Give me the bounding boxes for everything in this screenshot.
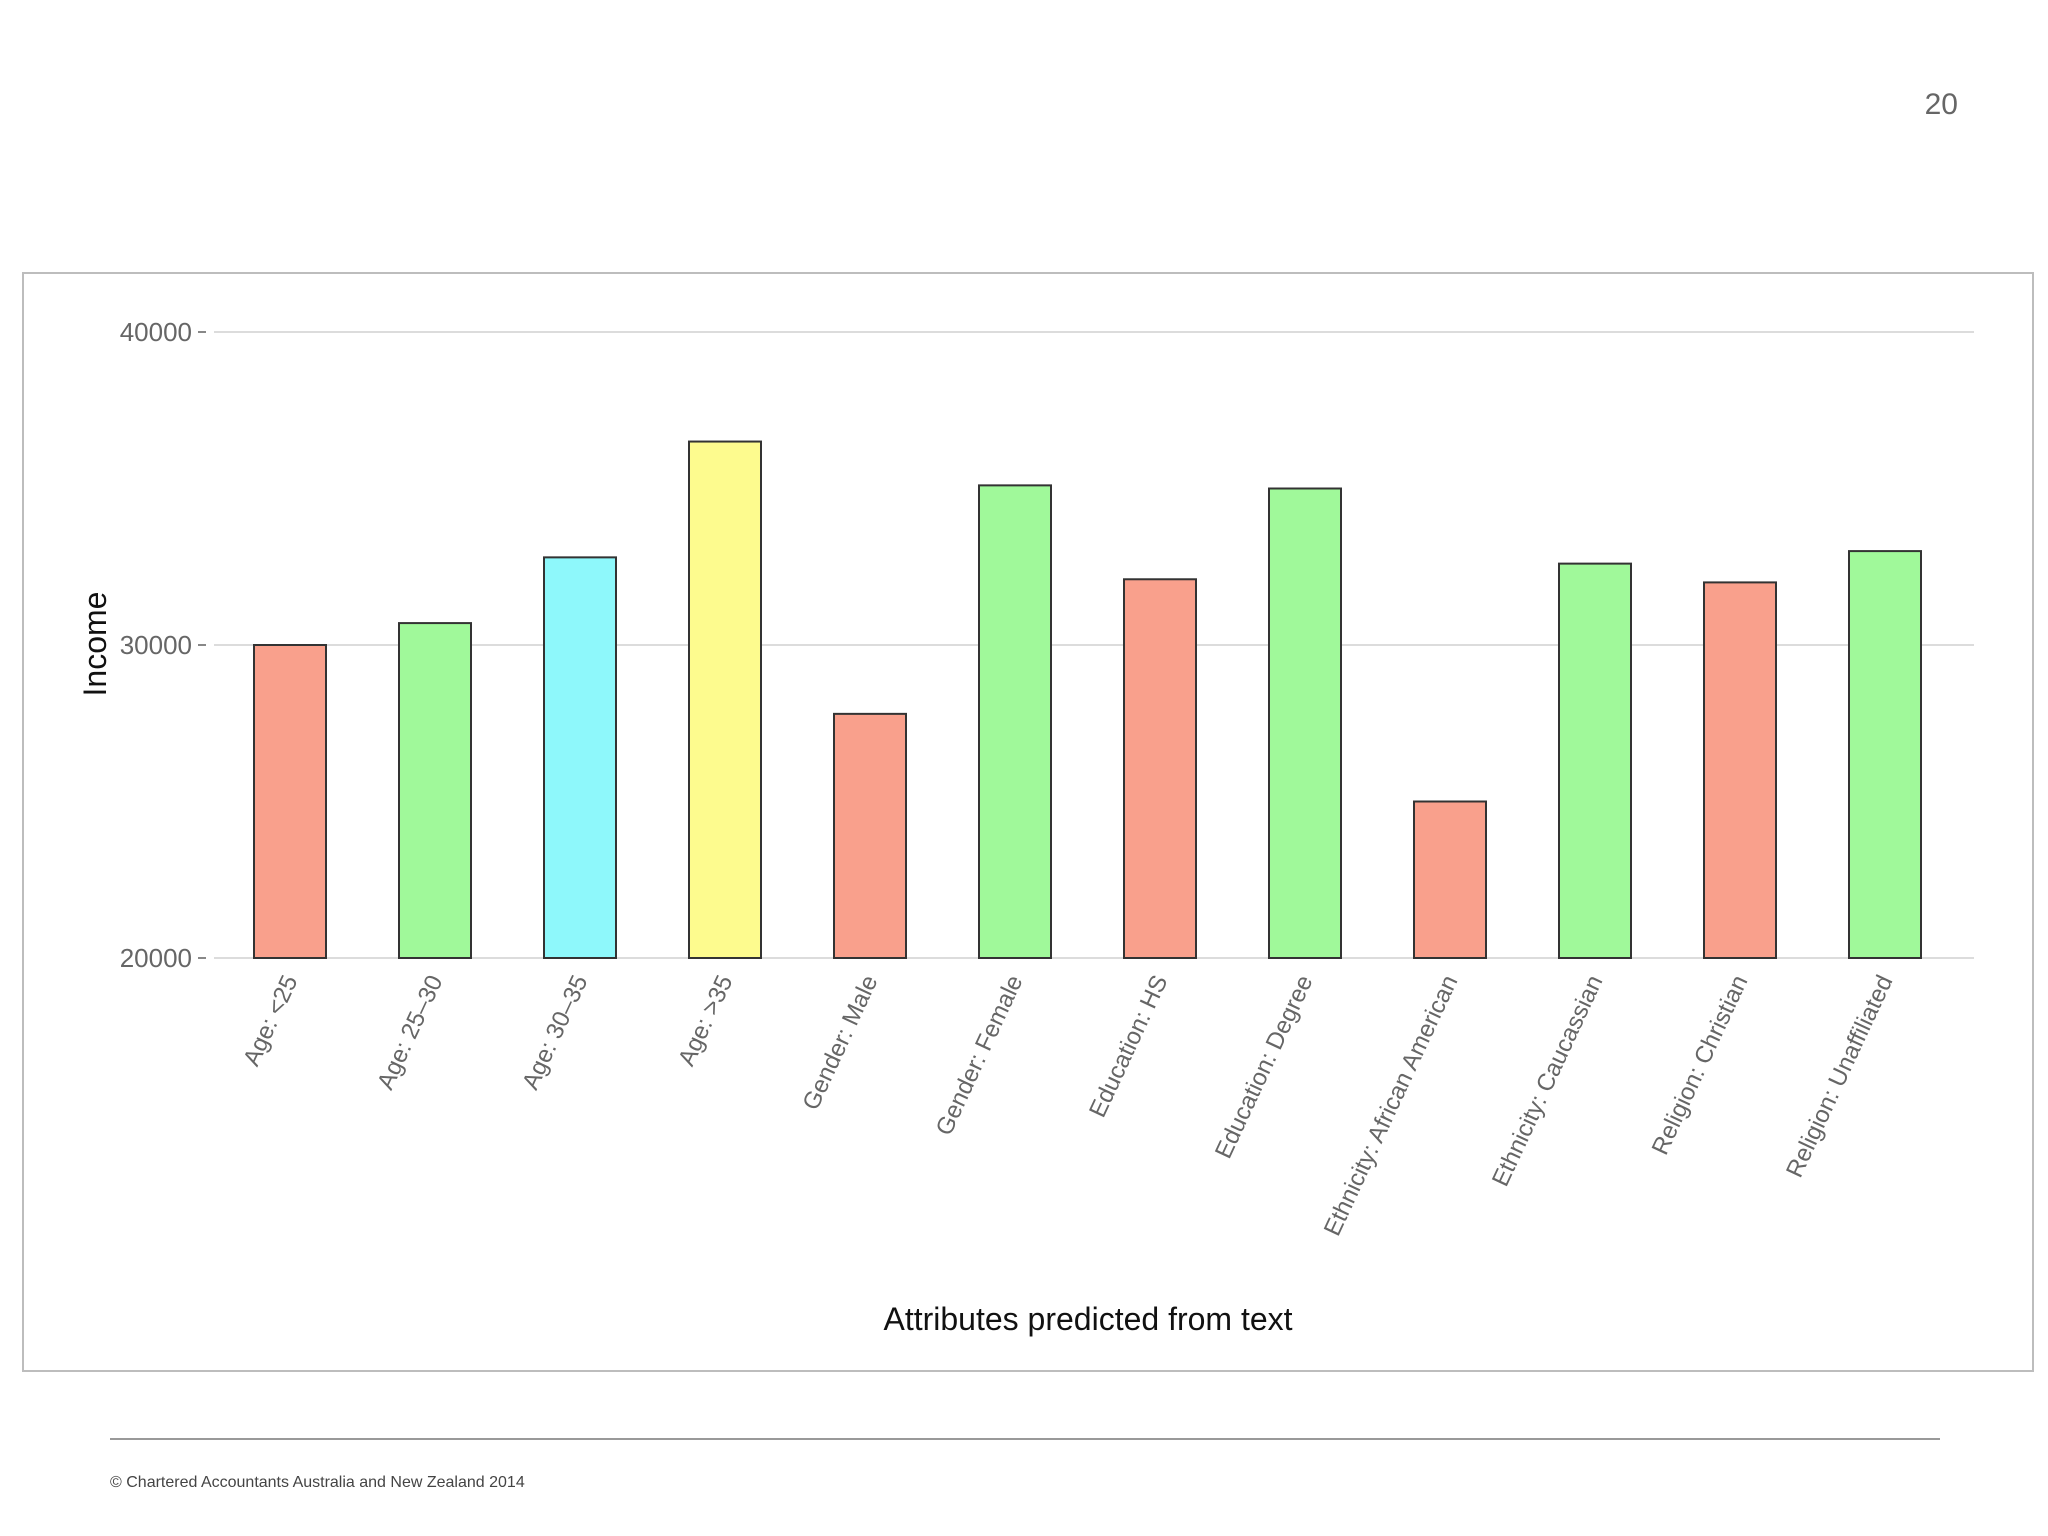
x-tick-label: Age: >35 [673, 971, 738, 1070]
x-tick-label: Gender: Female [931, 971, 1029, 1140]
bar [253, 644, 327, 959]
bar [833, 712, 907, 959]
bar [543, 556, 617, 959]
page-number: 20 [1924, 88, 1958, 121]
y-tick-label: 30000 [120, 630, 192, 660]
bar [1558, 562, 1632, 959]
bar [1703, 581, 1777, 959]
x-tick-label: Age: 30–35 [517, 971, 593, 1094]
bar [1268, 487, 1342, 959]
x-tick-label: Education: HS [1084, 971, 1173, 1121]
bar [978, 484, 1052, 959]
x-tick-label: Education: Degree [1210, 971, 1318, 1163]
x-tick-label: Religion: Christian [1647, 971, 1754, 1159]
bar [1123, 578, 1197, 959]
y-tick-label: 40000 [120, 317, 192, 347]
income-bar-chart: 20000 30000 40000 Age: <25 Age: 25–30 Age: 3… [77, 317, 1974, 1337]
x-axis-label: Attributes predicted from text [883, 1301, 1292, 1337]
y-axis-ticks: 20000 30000 40000 [120, 317, 206, 973]
x-tick-label: Religion: Unaffiliated [1781, 971, 1898, 1182]
x-tick-label: Age: 25–30 [372, 971, 448, 1094]
x-tick-label: Age: <25 [238, 971, 303, 1070]
bars [253, 440, 1922, 960]
x-tick-label: Ethnicity: African American [1319, 971, 1464, 1240]
footer-divider [110, 1438, 1940, 1440]
y-tick-label: 20000 [120, 943, 192, 973]
gridlines [214, 331, 1974, 959]
x-axis-ticks: Age: <25 Age: 25–30 Age: 30–35 Age: >35 Gend… [238, 971, 1898, 1240]
x-tick-label: Ethnicity: Caucassian [1487, 971, 1608, 1190]
footer-copyright: © Chartered Accountants Australia and Ne… [110, 1474, 525, 1491]
bar [1413, 800, 1487, 959]
chart-frame: 20000 30000 40000 Age: <25 Age: 25–30 Age: 3… [22, 272, 2034, 1372]
y-axis-label: Income [77, 592, 113, 697]
bar [1848, 550, 1922, 959]
bar [398, 622, 472, 959]
x-tick-label: Gender: Male [798, 971, 884, 1114]
bar [688, 440, 762, 960]
